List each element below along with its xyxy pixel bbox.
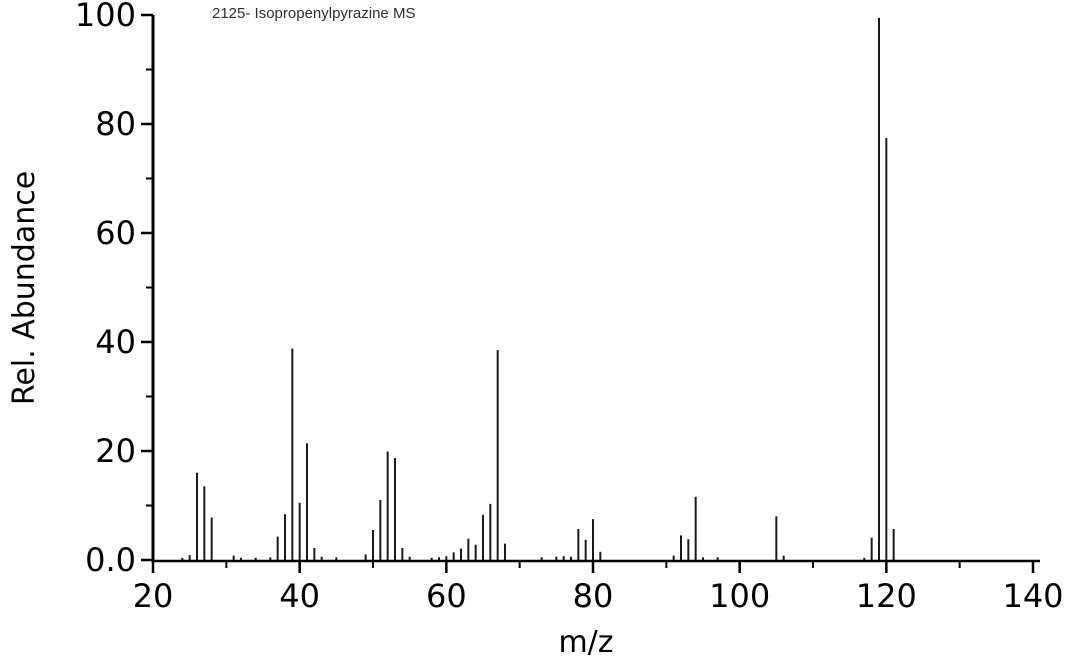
y-tick-label: 100 <box>75 0 136 34</box>
x-tick-label: 120 <box>856 577 917 615</box>
chart-title: 2125- Isopropenylpyrazine MS <box>212 5 416 22</box>
y-tick-label: 60 <box>95 214 136 252</box>
x-axis-label: m/z <box>558 625 613 660</box>
x-tick-label: 140 <box>1002 577 1063 615</box>
y-tick-label: 0.0 <box>85 541 136 579</box>
spectrum-peaks <box>181 17 895 560</box>
y-tick-label: 80 <box>95 105 136 143</box>
y-axis-label: Rel. Abundance <box>7 171 42 405</box>
y-tick-labels: 0.0 20 40 60 80 100 <box>75 0 136 579</box>
x-tick-label: 80 <box>573 577 614 615</box>
y-axis-ticks <box>141 13 153 562</box>
y-tick-label: 40 <box>95 323 136 361</box>
x-axis-ticks <box>151 562 1035 573</box>
x-tick-label: 100 <box>709 577 770 615</box>
x-tick-label: 60 <box>426 577 467 615</box>
x-tick-labels: 20 40 60 80 100 120 140 <box>133 577 1064 615</box>
x-tick-label: 40 <box>279 577 320 615</box>
x-tick-label: 20 <box>133 577 174 615</box>
axes <box>151 15 1040 563</box>
y-tick-label: 20 <box>95 432 136 470</box>
